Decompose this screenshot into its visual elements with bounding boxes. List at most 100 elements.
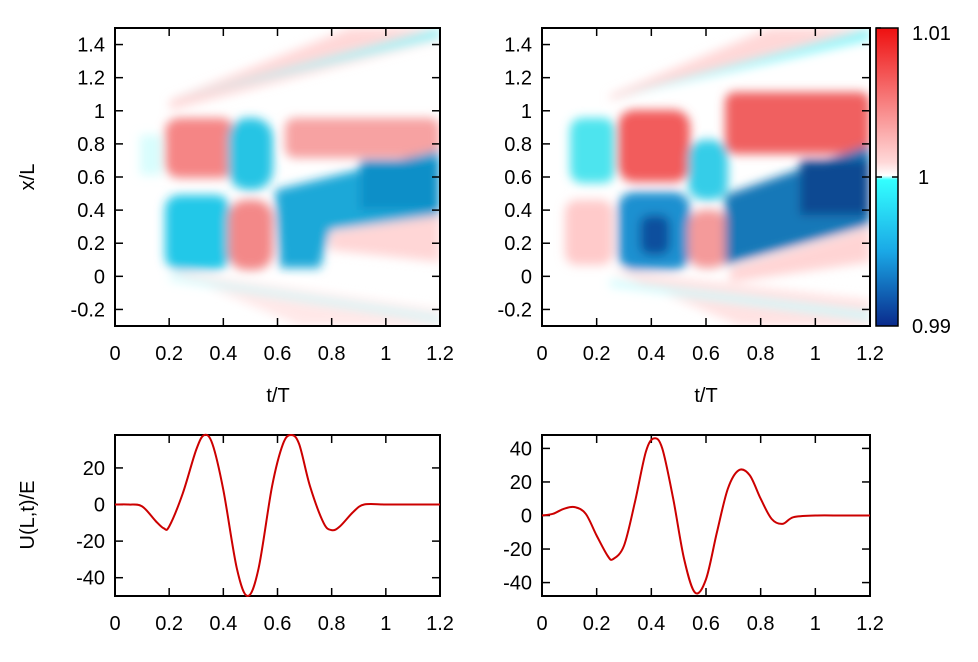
line-right-x-tick-label: 1 (810, 613, 821, 635)
line-left-y-tick-label: 0 (94, 495, 105, 517)
heatmap-left-y-ticks: -0.2 0 0.2 0.4 0.6 0.8 1 1.2 1.4 (71, 35, 440, 321)
heatmap-right: 0 0.2 0.4 0.6 0.8 1 1.2 -0.200.20.40.60.811.21… (498, 27, 884, 407)
heatmap-left-x-tick-label: 1.2 (426, 343, 454, 365)
line-left-y-tick-label: 20 (83, 458, 105, 480)
heatmap-right-field (565, 28, 870, 326)
heatmap-right-region-upper-red (618, 110, 690, 182)
heatmap-left-region-mid-cyan (228, 118, 273, 190)
heatmap-left-field (140, 28, 440, 326)
heatmap-right-x-tick-label: 1.2 (856, 343, 884, 365)
line-left-x-tick-label: 0.2 (155, 613, 183, 635)
heatmap-right-x-tick-label: 0.8 (747, 343, 775, 365)
heatmap-left-region-left-edge (140, 135, 162, 175)
heatmap-left-ylabel: x/L (17, 164, 39, 191)
heatmap-left-x-ticks: 0 0.2 0.4 0.6 0.8 1 1.2 (109, 28, 454, 365)
line-right-series (541, 437, 870, 595)
line-right-y-tick-label: -20 (503, 539, 532, 561)
heatmap-right-xlabel: t/T (694, 385, 717, 407)
heatmap-left-band-cyan-top (170, 28, 440, 100)
line-left-x-tick-label: 0 (109, 613, 120, 635)
heatmap-right-region-left-cyan (570, 118, 615, 183)
heatmap-right-y-ticks: -0.2 0 0.2 0.4 0.6 0.8 1 1.2 1.4 (498, 35, 870, 321)
heatmap-left-band-lower-cyan (170, 275, 440, 322)
line-right-x-tick-label: 0.4 (637, 613, 665, 635)
line-right-x-ticks: 0 0.2 0.4 0.6 0.8 1 1.2 (536, 435, 884, 635)
line-left-y-tick-label: -40 (76, 568, 105, 590)
heatmap-right-y-tick-label: 0.4 (504, 200, 532, 222)
heatmap-right-region-tongue-deep (800, 160, 870, 215)
line-right-x-tick-label: 0 (536, 613, 547, 635)
heatmap-left-x-tick-label: 0.4 (209, 343, 237, 365)
heatmap-right-x-tick-label: 1 (810, 343, 821, 365)
line-left-ylabel: U(L,t)/E (17, 481, 39, 550)
heatmap-left-x-tick-label: 0.6 (264, 343, 292, 365)
heatmap-left-region-tongue-deep (360, 160, 440, 210)
line-right-y-tick-label: -40 (503, 573, 532, 595)
line-left-y-tick-label: -20 (76, 531, 105, 553)
heatmap-right-x-tick-label: 0 (536, 343, 547, 365)
line-right-x-tick-label: 0.2 (583, 613, 611, 635)
line-right-y-ticks: -40 -20 0 20 40 (503, 438, 870, 595)
heatmap-right-y-tick-label: 0.8 (504, 134, 532, 156)
line-right-y-tick-label: 40 (510, 438, 532, 460)
heatmap-right-y-tick-label: 1.4 (504, 35, 532, 57)
heatmap-left-x-tick-label: 0.2 (155, 343, 183, 365)
heatmap-left-y-tick-label: 0.2 (77, 233, 105, 255)
heatmap-left-y-tick-label: 0.8 (77, 134, 105, 156)
heatmap-right-y-tick-label: -0.2 (498, 299, 532, 321)
heatmap-right-y-tick-label: 0.6 (504, 167, 532, 189)
heatmap-left-y-tick-label: 1.2 (77, 68, 105, 90)
heatmap-right-band-lower-cyan (610, 280, 870, 320)
colorbar-max-label: 1.01 (912, 23, 951, 45)
heatmap-left-region-lower-cyan (165, 195, 230, 270)
line-right-x-tick-label: 1.2 (856, 613, 884, 635)
heatmap-left-y-tick-label: -0.2 (71, 299, 105, 321)
line-left-x-tick-label: 0.4 (209, 613, 237, 635)
heatmap-right-x-tick-label: 0.6 (692, 343, 720, 365)
heatmap-left-y-tick-label: 1.4 (77, 35, 105, 57)
heatmap-left-region-upper-pink (165, 118, 235, 178)
heatmap-right-x-ticks: 0 0.2 0.4 0.6 0.8 1 1.2 (536, 28, 884, 365)
heatmap-left-y-tick-label: 0.6 (77, 167, 105, 189)
heatmap-left-x-tick-label: 0 (109, 343, 120, 365)
heatmap-right-region-left-pink (565, 200, 613, 265)
line-right-series-line (541, 437, 870, 595)
colorbar: 1.01 1 0.99 (875, 23, 951, 338)
line-right-y-tick-label: 20 (510, 472, 532, 494)
heatmap-right-x-tick-label: 0.4 (637, 343, 665, 365)
line-left-x-tick-label: 0.6 (264, 613, 292, 635)
heatmap-left-y-tick-label: 0 (94, 266, 105, 288)
heatmap-right-y-tick-label: 0.2 (504, 233, 532, 255)
line-left-series-line (114, 433, 440, 598)
heatmap-left-region-upper-right-pink (285, 118, 440, 158)
heatmap-right-band-cyan-top (610, 28, 870, 98)
heatmap-right-region-lower-right-pink (730, 228, 870, 282)
heatmap-left-y-tick-label: 1 (94, 101, 105, 123)
heatmap-right-y-tick-label: 0 (521, 266, 532, 288)
line-right-x-tick-label: 0.8 (747, 613, 775, 635)
line-left-series (114, 433, 440, 598)
line-chart-right: 0 0.2 0.4 0.6 0.8 1 1.2 -40 -20 0 20 40 (503, 434, 884, 635)
heatmap-right-x-tick-label: 0.2 (583, 343, 611, 365)
line-left-x-tick-label: 0.8 (318, 613, 346, 635)
line-left-y-ticks: -40 -20 0 20 (76, 458, 440, 590)
line-left-x-ticks: 0 0.2 0.4 0.6 0.8 1 1.2 (109, 435, 454, 635)
heatmap-left-y-tick-label: 0.4 (77, 200, 105, 222)
line-left-x-tick-label: 1.2 (426, 613, 454, 635)
line-right-y-tick-label: 0 (521, 506, 532, 528)
heatmap-right-region-mid-pink (688, 210, 728, 268)
line-left-x-tick-label: 1 (380, 613, 391, 635)
heatmap-right-region-mid-cyan (688, 140, 728, 200)
heatmap-left: 0 0.2 0.4 0.6 0.8 1 1.2 -0.200.20.40.60.811.21… (17, 27, 454, 407)
line-chart-left: 0 0.2 0.4 0.6 0.8 1 1.2 -40 -20 0 20 U(L,t)/E (17, 433, 454, 635)
heatmap-left-xlabel: t/T (266, 385, 289, 407)
heatmap-right-y-tick-label: 1.2 (504, 68, 532, 90)
heatmap-left-region-lower-pink (228, 200, 273, 270)
colorbar-min-label: 0.99 (912, 316, 951, 338)
heatmap-left-region-lower-right-pink (330, 215, 440, 262)
heatmap-left-x-tick-label: 0.8 (318, 343, 346, 365)
line-right-x-tick-label: 0.6 (692, 613, 720, 635)
heatmap-right-region-upper-right-red (725, 92, 870, 154)
heatmap-left-x-tick-label: 1 (380, 343, 391, 365)
